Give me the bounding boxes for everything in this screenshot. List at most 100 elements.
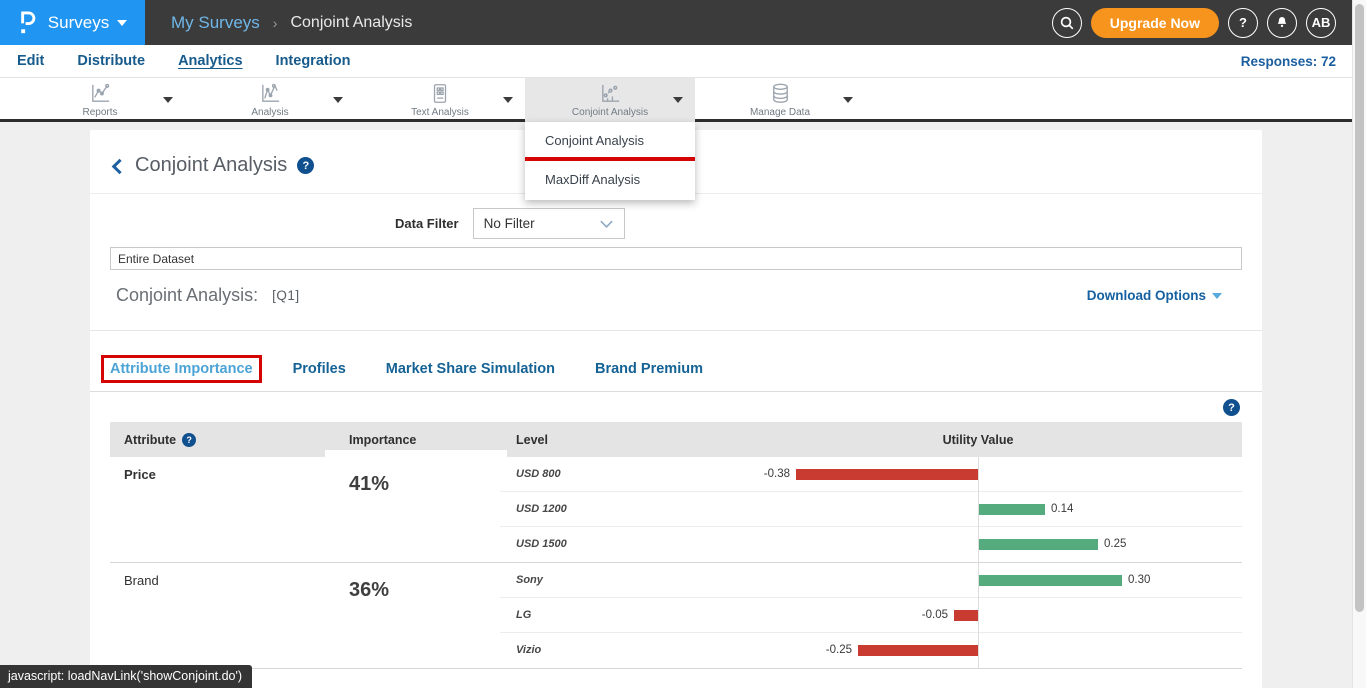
importance-value: 36% — [349, 579, 390, 601]
nav-item-edit[interactable]: Edit — [17, 53, 45, 69]
attribute-name: Brand — [124, 573, 159, 588]
col-level: Level — [516, 432, 548, 447]
toolbar-item-reports[interactable]: Reports — [15, 78, 185, 122]
toolbar-item-label: Text Analysis — [411, 107, 469, 118]
col-utility-value: Utility Value — [942, 432, 1014, 447]
zero-axis-line — [978, 457, 979, 668]
toolbar-item-text-analysis[interactable]: Text Analysis — [355, 78, 525, 122]
toolbar-item-analysis[interactable]: Analysis — [185, 78, 355, 122]
chevron-down-icon — [1212, 292, 1222, 299]
surveys-menu-label: Surveys — [47, 12, 110, 32]
utility-value-label: -0.38 — [763, 468, 790, 480]
level-name: Sony — [516, 574, 543, 586]
question-ref: [Q1] — [272, 288, 300, 303]
breadcrumb-my-surveys[interactable]: My Surveys — [171, 12, 260, 32]
level-name: Vizio — [516, 644, 542, 656]
level-name: LG — [516, 609, 532, 621]
survey-nav: Edit Distribute Analytics Integration Respo… — [0, 45, 1366, 78]
conjoint-card: Conjoint Analysis ? Data Filter No Filte… — [90, 130, 1262, 688]
scrollbar-thumb[interactable] — [1355, 4, 1364, 612]
vertical-scrollbar[interactable] — [1352, 0, 1366, 688]
importance-value: 41% — [349, 473, 390, 495]
search-icon — [1059, 15, 1075, 31]
menu-item-maxdiff-analysis[interactable]: MaxDiff Analysis — [545, 172, 641, 187]
breadcrumb: My Surveys › Conjoint Analysis — [171, 13, 412, 33]
utility-value-label: 0.25 — [1104, 538, 1127, 550]
app-logo-menu[interactable]: Surveys — [0, 0, 145, 45]
table-help-icon[interactable]: ? — [1223, 399, 1240, 416]
nav-item-distribute[interactable]: Distribute — [77, 53, 146, 69]
tab-market-share-simulation[interactable]: Market Share Simulation — [385, 361, 555, 377]
nav-item-analytics[interactable]: Analytics — [178, 53, 243, 69]
data-filter-select[interactable]: No Filter — [472, 208, 625, 239]
tab-profiles[interactable]: Profiles — [292, 361, 346, 377]
utility-bar — [954, 610, 978, 621]
toolbar-item-conjoint-analysis[interactable]: Conjoint Analysis — [525, 78, 695, 122]
toolbar-item-label: Manage Data — [749, 107, 811, 118]
responses-count[interactable]: Responses: 72 — [1240, 53, 1336, 69]
level-row-usd-1200: USD 1200 0.14 — [500, 492, 1242, 527]
content-area: Conjoint Analysis ? Data Filter No Filte… — [0, 125, 1366, 688]
chevron-down-icon — [599, 220, 613, 228]
upgrade-now-button[interactable]: Upgrade Now — [1090, 7, 1219, 38]
level-name: USD 800 — [516, 468, 561, 480]
topbar-actions: Upgrade Now ? AB — [1051, 7, 1366, 38]
toolbar-item-label: Reports — [82, 107, 118, 118]
page-help-icon[interactable]: ? — [297, 157, 315, 174]
download-options-button[interactable]: Download Options — [1087, 288, 1222, 303]
attribute-name: Price — [124, 467, 156, 482]
chevron-down-icon[interactable] — [673, 97, 683, 103]
divider — [90, 330, 1262, 331]
level-row-usd-1500: USD 1500 0.25 — [500, 527, 1242, 562]
toolbar-item-label: Analysis — [251, 107, 289, 118]
chevron-down-icon[interactable] — [163, 97, 173, 103]
annotation-red-underline — [525, 157, 695, 161]
level-row-usd-800: USD 800 -0.38 — [500, 457, 1242, 492]
bell-icon — [1274, 15, 1290, 31]
data-filter-value: No Filter — [483, 216, 535, 231]
search-button[interactable] — [1051, 7, 1082, 38]
dataset-field[interactable] — [110, 247, 1242, 270]
tab-attribute-importance[interactable]: Attribute Importance — [101, 355, 262, 383]
utility-value-label: -0.25 — [825, 644, 852, 656]
help-button[interactable]: ? — [1228, 7, 1258, 38]
utility-value-label: -0.05 — [921, 609, 948, 621]
col-attribute: Attribute — [124, 432, 177, 447]
text-analysis-icon — [429, 82, 451, 105]
reports-chart-icon — [89, 82, 112, 105]
table-header: Attribute ? Importance Level Utility Val… — [110, 422, 1242, 457]
tab-brand-premium[interactable]: Brand Premium — [595, 361, 703, 377]
chevron-down-icon[interactable] — [503, 97, 513, 103]
conjoint-dropdown-menu: Conjoint Analysis MaxDiff Analysis — [525, 122, 695, 200]
level-name: USD 1500 — [516, 538, 567, 550]
notifications-button[interactable] — [1267, 7, 1297, 38]
header-notch — [325, 450, 507, 457]
breadcrumb-separator-icon: › — [272, 14, 278, 31]
status-link-preview: javascript: loadNavLink('showConjoint.do… — [0, 665, 253, 688]
utility-bar — [978, 575, 1122, 586]
analysis-tabs: Attribute Importance Profiles Market Share… — [90, 355, 1262, 392]
level-row-vizio: Vizio -0.25 — [500, 633, 1242, 668]
level-row-lg: LG -0.05 — [500, 598, 1242, 633]
utility-bar — [978, 504, 1045, 515]
data-filter-label: Data Filter — [395, 216, 459, 231]
attribute-help-icon[interactable]: ? — [182, 432, 197, 447]
attribute-group-brand: Brand 36% Sony 0.30 LG -0.05 Vizio -0.25 — [110, 563, 1242, 669]
back-button[interactable] — [111, 158, 128, 175]
toolbar-item-manage-data[interactable]: Manage Data — [695, 78, 865, 122]
conjoint-analysis-icon — [599, 82, 622, 105]
avatar[interactable]: AB — [1306, 7, 1336, 38]
menu-item-conjoint-analysis[interactable]: Conjoint Analysis — [545, 133, 644, 148]
chevron-down-icon[interactable] — [333, 97, 343, 103]
col-importance: Importance — [349, 432, 417, 447]
topbar: Surveys My Surveys › Conjoint Analysis U… — [0, 0, 1366, 45]
chevron-down-icon[interactable] — [843, 97, 853, 103]
utility-bar — [978, 539, 1098, 550]
level-row-sony: Sony 0.30 — [500, 563, 1242, 598]
analysis-chart-icon — [259, 82, 282, 105]
questionpro-logo-icon — [18, 9, 40, 36]
section-title: Conjoint Analysis: — [116, 285, 259, 305]
nav-links: Edit Distribute Analytics Integration — [17, 53, 350, 69]
nav-item-integration[interactable]: Integration — [275, 53, 351, 69]
attribute-group-price: Price 41% USD 800 -0.38 USD 1200 0.14 USD 1500… — [110, 457, 1242, 563]
